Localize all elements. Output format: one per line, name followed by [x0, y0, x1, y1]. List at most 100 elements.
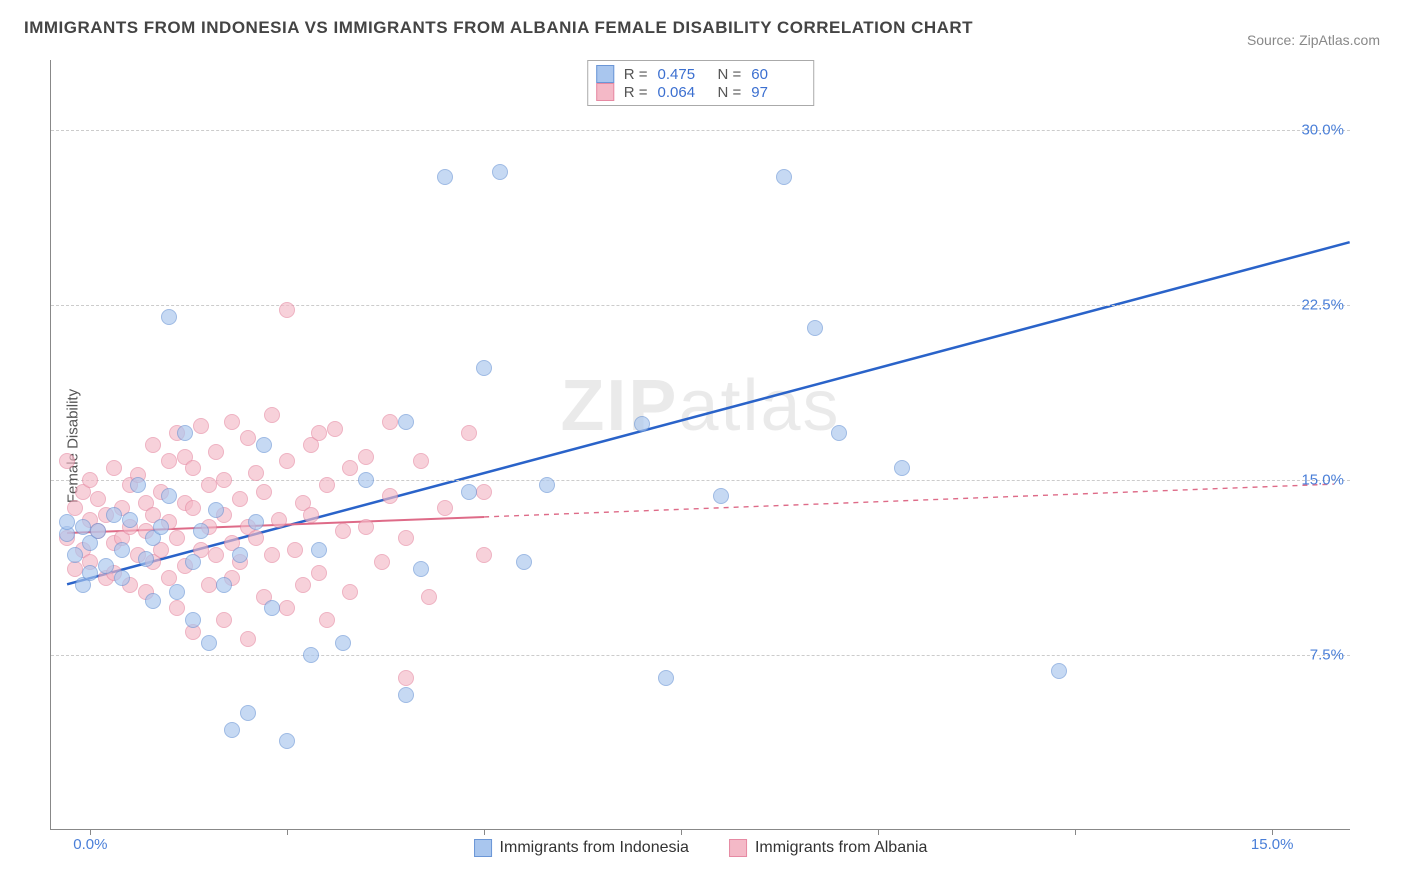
scatter-point-indonesia	[831, 425, 847, 441]
scatter-point-indonesia	[177, 425, 193, 441]
scatter-point-albania	[279, 453, 295, 469]
scatter-point-indonesia	[75, 519, 91, 535]
scatter-point-indonesia	[1051, 663, 1067, 679]
scatter-point-albania	[437, 500, 453, 516]
scatter-point-albania	[248, 465, 264, 481]
x-tick-mark	[484, 829, 485, 835]
scatter-point-albania	[335, 523, 351, 539]
scatter-point-indonesia	[90, 523, 106, 539]
legend-swatch	[729, 839, 747, 857]
series-legend: Immigrants from IndonesiaImmigrants from…	[474, 839, 928, 857]
scatter-point-albania	[461, 425, 477, 441]
scatter-point-indonesia	[169, 584, 185, 600]
scatter-point-albania	[311, 425, 327, 441]
scatter-point-indonesia	[776, 169, 792, 185]
scatter-point-albania	[201, 477, 217, 493]
scatter-point-albania	[303, 507, 319, 523]
scatter-point-indonesia	[193, 523, 209, 539]
scatter-point-albania	[240, 430, 256, 446]
scatter-point-indonesia	[516, 554, 532, 570]
plot-area: ZIPatlas R = 0.475N = 60R = 0.064N = 97 …	[50, 60, 1350, 830]
scatter-point-indonesia	[398, 414, 414, 430]
scatter-point-albania	[319, 612, 335, 628]
legend-n-label: N =	[718, 66, 742, 83]
scatter-point-albania	[311, 565, 327, 581]
scatter-point-indonesia	[114, 570, 130, 586]
scatter-point-indonesia	[539, 477, 555, 493]
scatter-point-indonesia	[894, 460, 910, 476]
scatter-point-albania	[476, 547, 492, 563]
scatter-point-indonesia	[437, 169, 453, 185]
scatter-point-albania	[342, 584, 358, 600]
scatter-point-indonesia	[201, 635, 217, 651]
scatter-point-indonesia	[208, 502, 224, 518]
scatter-point-albania	[327, 421, 343, 437]
legend-n-value: 97	[751, 84, 801, 101]
scatter-point-albania	[264, 407, 280, 423]
scatter-point-indonesia	[114, 542, 130, 558]
legend-r-value: 0.475	[658, 66, 708, 83]
gridline	[51, 480, 1350, 481]
scatter-point-albania	[279, 600, 295, 616]
scatter-point-albania	[271, 512, 287, 528]
scatter-point-albania	[161, 453, 177, 469]
scatter-point-albania	[248, 530, 264, 546]
x-tick-label: 15.0%	[1251, 836, 1294, 853]
scatter-point-indonesia	[59, 514, 75, 530]
scatter-point-albania	[413, 453, 429, 469]
scatter-point-indonesia	[658, 670, 674, 686]
scatter-point-indonesia	[264, 600, 280, 616]
series-legend-label: Immigrants from Indonesia	[500, 839, 689, 857]
scatter-point-indonesia	[224, 722, 240, 738]
scatter-point-indonesia	[185, 612, 201, 628]
scatter-point-indonesia	[161, 488, 177, 504]
scatter-point-albania	[421, 589, 437, 605]
legend-swatch	[474, 839, 492, 857]
scatter-point-albania	[398, 670, 414, 686]
scatter-point-indonesia	[461, 484, 477, 500]
gridline	[51, 130, 1350, 131]
legend-r-label: R =	[624, 84, 648, 101]
scatter-point-indonesia	[145, 593, 161, 609]
y-tick-label: 7.5%	[1284, 647, 1344, 664]
scatter-point-indonesia	[240, 705, 256, 721]
correlation-legend: R = 0.475 N = 60R = 0.064N = 97	[587, 60, 815, 106]
scatter-point-albania	[90, 491, 106, 507]
legend-n-label: N =	[718, 84, 742, 101]
scatter-point-albania	[240, 631, 256, 647]
source-label: Source:	[1247, 32, 1299, 48]
scatter-point-indonesia	[122, 512, 138, 528]
scatter-point-albania	[185, 460, 201, 476]
y-tick-label: 30.0%	[1284, 122, 1344, 139]
scatter-point-albania	[208, 547, 224, 563]
series-legend-item: Immigrants from Indonesia	[474, 839, 689, 857]
scatter-point-indonesia	[130, 477, 146, 493]
scatter-point-albania	[232, 491, 248, 507]
scatter-point-albania	[382, 488, 398, 504]
scatter-point-indonesia	[413, 561, 429, 577]
legend-swatch	[596, 83, 614, 101]
gridline	[51, 655, 1350, 656]
scatter-point-albania	[145, 437, 161, 453]
scatter-point-indonesia	[279, 733, 295, 749]
legend-n-value: 60	[751, 66, 801, 83]
source-value: ZipAtlas.com	[1299, 32, 1380, 48]
legend-row-albania: R = 0.064N = 97	[596, 83, 802, 101]
scatter-point-indonesia	[492, 164, 508, 180]
scatter-point-albania	[358, 449, 374, 465]
scatter-point-albania	[106, 460, 122, 476]
scatter-point-indonesia	[248, 514, 264, 530]
scatter-point-indonesia	[713, 488, 729, 504]
scatter-point-indonesia	[358, 472, 374, 488]
scatter-point-albania	[67, 561, 83, 577]
y-tick-label: 22.5%	[1284, 297, 1344, 314]
scatter-point-indonesia	[98, 558, 114, 574]
x-tick-mark	[1075, 829, 1076, 835]
scatter-point-albania	[398, 530, 414, 546]
watermark: ZIPatlas	[560, 365, 840, 447]
scatter-point-albania	[224, 414, 240, 430]
scatter-point-albania	[169, 530, 185, 546]
scatter-point-indonesia	[256, 437, 272, 453]
scatter-point-albania	[382, 414, 398, 430]
scatter-point-indonesia	[634, 416, 650, 432]
